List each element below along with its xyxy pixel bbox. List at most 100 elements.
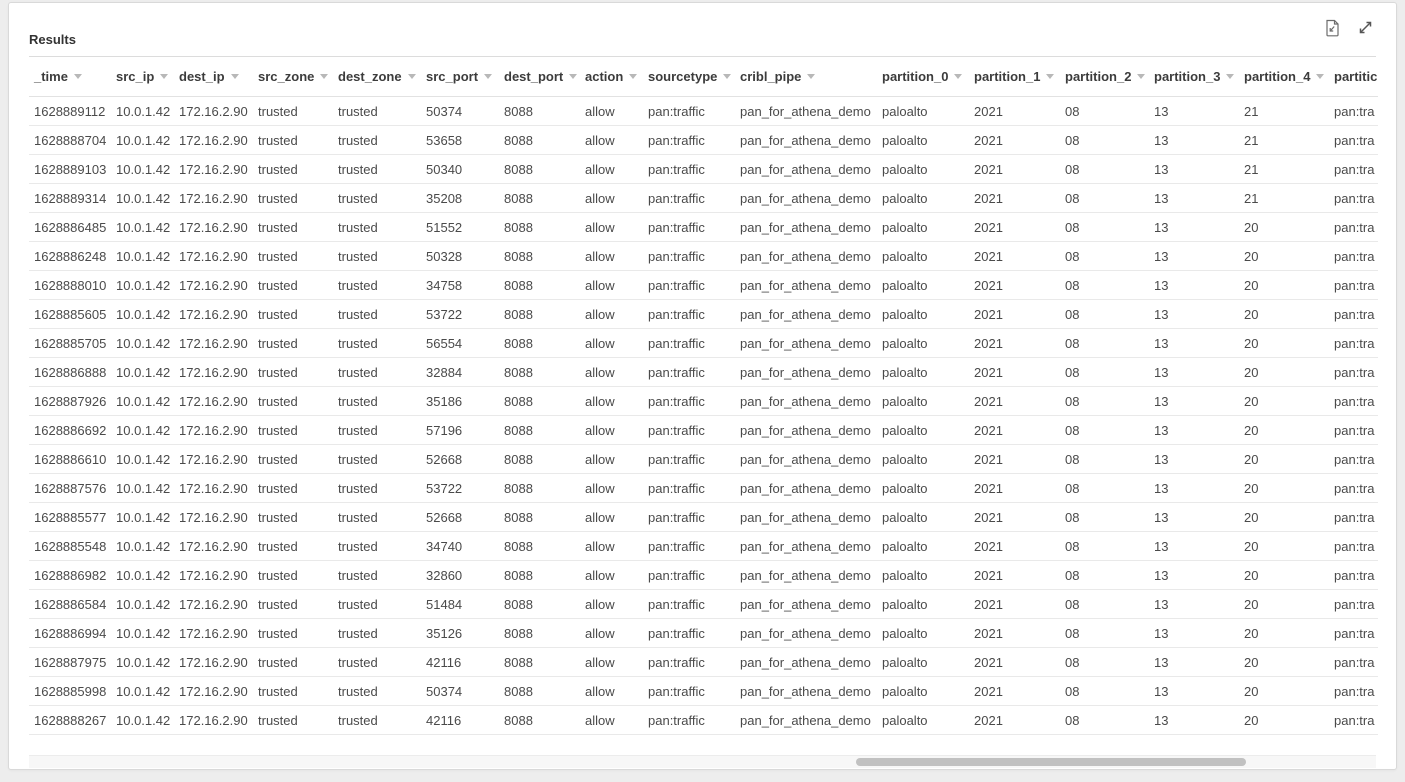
column-label: action <box>585 69 624 84</box>
column-header-partition_0[interactable]: partition_0 <box>877 57 969 97</box>
table-row[interactable]: 1628886610 10.0.1.42 172.16.2.90 trusted tru… <box>29 444 1378 474</box>
column-header-partition_1[interactable]: partition_1 <box>969 57 1060 97</box>
table-row[interactable]: 1628886584 10.0.1.42 172.16.2.90 trusted tru… <box>29 589 1378 619</box>
cell-dest_ip: 172.16.2.90 <box>174 299 253 329</box>
table-row[interactable]: 1628885705 10.0.1.42 172.16.2.90 trusted tru… <box>29 328 1378 358</box>
document-export-icon <box>1325 19 1340 42</box>
cell-_time: 1628888010 <box>29 270 111 300</box>
sort-caret-icon[interactable] <box>1046 74 1055 80</box>
cell-partition_4: 21 <box>1239 96 1329 126</box>
cell-partition_1: 2021 <box>969 299 1060 329</box>
sort-caret-icon[interactable] <box>807 74 816 80</box>
column-label: dest_ip <box>179 69 225 84</box>
table-row[interactable]: 1628887576 10.0.1.42 172.16.2.90 trusted tru… <box>29 473 1378 503</box>
cell-partition_2: 08 <box>1060 647 1149 677</box>
column-header-action[interactable]: action <box>580 57 643 97</box>
column-label: src_ip <box>116 69 155 84</box>
table-row[interactable]: 1628889314 10.0.1.42 172.16.2.90 trusted tru… <box>29 183 1378 213</box>
scrollbar-thumb[interactable] <box>856 758 1246 766</box>
column-header-src_zone[interactable]: src_zone <box>253 57 333 97</box>
cell-_time: 1628886248 <box>29 241 111 271</box>
table-row[interactable]: 1628886982 10.0.1.42 172.16.2.90 trusted tru… <box>29 560 1378 590</box>
cell-partition_2: 08 <box>1060 96 1149 126</box>
column-header-_time[interactable]: _time <box>29 57 111 97</box>
cell-src_ip: 10.0.1.42 <box>111 183 174 213</box>
column-header-dest_ip[interactable]: dest_ip <box>174 57 253 97</box>
cell-partition_4: 20 <box>1239 531 1329 561</box>
sort-caret-icon[interactable] <box>1226 74 1235 80</box>
sort-caret-icon[interactable] <box>160 74 169 80</box>
table-row[interactable]: 1628886994 10.0.1.42 172.16.2.90 trusted tru… <box>29 618 1378 648</box>
table-row[interactable]: 1628889103 10.0.1.42 172.16.2.90 trusted tru… <box>29 154 1378 184</box>
sort-caret-icon[interactable] <box>1137 74 1146 80</box>
cell-partition_1: 2021 <box>969 154 1060 184</box>
cell-partition_2: 08 <box>1060 560 1149 590</box>
column-header-src_port[interactable]: src_port <box>421 57 499 97</box>
sort-caret-icon[interactable] <box>484 74 493 80</box>
export-results-button[interactable] <box>1323 19 1341 42</box>
cell-partition_trunc: pan:tra <box>1329 96 1378 126</box>
column-header-src_ip[interactable]: src_ip <box>111 57 174 97</box>
cell-partition_0: paloalto <box>877 125 969 155</box>
table-row[interactable]: 1628886692 10.0.1.42 172.16.2.90 trusted tru… <box>29 415 1378 445</box>
table-row[interactable]: 1628885998 10.0.1.42 172.16.2.90 trusted tru… <box>29 676 1378 706</box>
sort-caret-icon[interactable] <box>230 74 239 80</box>
table-row[interactable]: 1628888010 10.0.1.42 172.16.2.90 trusted tru… <box>29 270 1378 300</box>
cell-src_zone: trusted <box>253 415 333 445</box>
cell-cribl_pipe: pan_for_athena_demo <box>735 270 877 300</box>
cell-partition_0: paloalto <box>877 241 969 271</box>
table-row[interactable]: 1628888704 10.0.1.42 172.16.2.90 trusted tru… <box>29 125 1378 155</box>
sort-caret-icon[interactable] <box>569 74 578 80</box>
column-header-dest_zone[interactable]: dest_zone <box>333 57 421 97</box>
table-row[interactable]: 1628888267 10.0.1.42 172.16.2.90 trusted tru… <box>29 705 1378 735</box>
table-row[interactable]: 1628886248 10.0.1.42 172.16.2.90 trusted tru… <box>29 241 1378 271</box>
sort-caret-icon[interactable] <box>723 74 732 80</box>
horizontal-scrollbar[interactable] <box>29 755 1376 768</box>
table-row[interactable]: 1628885577 10.0.1.42 172.16.2.90 trusted tru… <box>29 502 1378 532</box>
cell-_time: 1628885998 <box>29 676 111 706</box>
expand-panel-button[interactable] <box>1356 21 1374 39</box>
cell-partition_0: paloalto <box>877 96 969 126</box>
cell-src_port: 34758 <box>421 270 499 300</box>
cell-dest_ip: 172.16.2.90 <box>174 502 253 532</box>
table-row[interactable]: 1628886485 10.0.1.42 172.16.2.90 trusted tru… <box>29 212 1378 242</box>
column-header-dest_port[interactable]: dest_port <box>499 57 580 97</box>
table-row[interactable]: 1628886888 10.0.1.42 172.16.2.90 trusted tru… <box>29 357 1378 387</box>
column-header-partition_2[interactable]: partition_2 <box>1060 57 1149 97</box>
column-header-partition_4[interactable]: partition_4 <box>1239 57 1329 97</box>
table-row[interactable]: 1628887975 10.0.1.42 172.16.2.90 trusted tru… <box>29 647 1378 677</box>
cell-partition_trunc: pan:tra <box>1329 125 1378 155</box>
column-header-partition_3[interactable]: partition_3 <box>1149 57 1239 97</box>
cell-sourcetype: pan:traffic <box>643 473 735 503</box>
table-row[interactable]: 1628887926 10.0.1.42 172.16.2.90 trusted tru… <box>29 386 1378 416</box>
cell-dest_port: 8088 <box>499 473 580 503</box>
cell-partition_4: 20 <box>1239 444 1329 474</box>
cell-partition_trunc: pan:tra <box>1329 154 1378 184</box>
cell-dest_zone: trusted <box>333 299 421 329</box>
sort-caret-icon[interactable] <box>73 74 82 80</box>
cell-_time: 1628885577 <box>29 502 111 532</box>
cell-dest_ip: 172.16.2.90 <box>174 241 253 271</box>
cell-cribl_pipe: pan_for_athena_demo <box>735 154 877 184</box>
sort-caret-icon[interactable] <box>407 74 416 80</box>
cell-src_port: 32884 <box>421 357 499 387</box>
column-header-sourcetype[interactable]: sourcetype <box>643 57 735 97</box>
sort-caret-icon[interactable] <box>954 74 963 80</box>
table-row[interactable]: 1628885605 10.0.1.42 172.16.2.90 trusted tru… <box>29 299 1378 329</box>
column-header-cribl_pipe[interactable]: cribl_pipe <box>735 57 877 97</box>
column-header-partition_trunc[interactable]: partitic <box>1329 57 1378 97</box>
cell-src_ip: 10.0.1.42 <box>111 154 174 184</box>
cell-dest_ip: 172.16.2.90 <box>174 386 253 416</box>
cell-partition_4: 20 <box>1239 560 1329 590</box>
sort-caret-icon[interactable] <box>629 74 638 80</box>
sort-caret-icon[interactable] <box>320 74 329 80</box>
table-row[interactable]: 1628889112 10.0.1.42 172.16.2.90 trusted tru… <box>29 96 1378 126</box>
cell-partition_0: paloalto <box>877 560 969 590</box>
cell-partition_trunc: pan:tra <box>1329 705 1378 735</box>
cell-_time: 1628886485 <box>29 212 111 242</box>
cell-src_port: 42116 <box>421 705 499 735</box>
cell-partition_1: 2021 <box>969 473 1060 503</box>
sort-caret-icon[interactable] <box>1316 74 1325 80</box>
table-row[interactable]: 1628885548 10.0.1.42 172.16.2.90 trusted tru… <box>29 531 1378 561</box>
cell-_time: 1628886994 <box>29 618 111 648</box>
